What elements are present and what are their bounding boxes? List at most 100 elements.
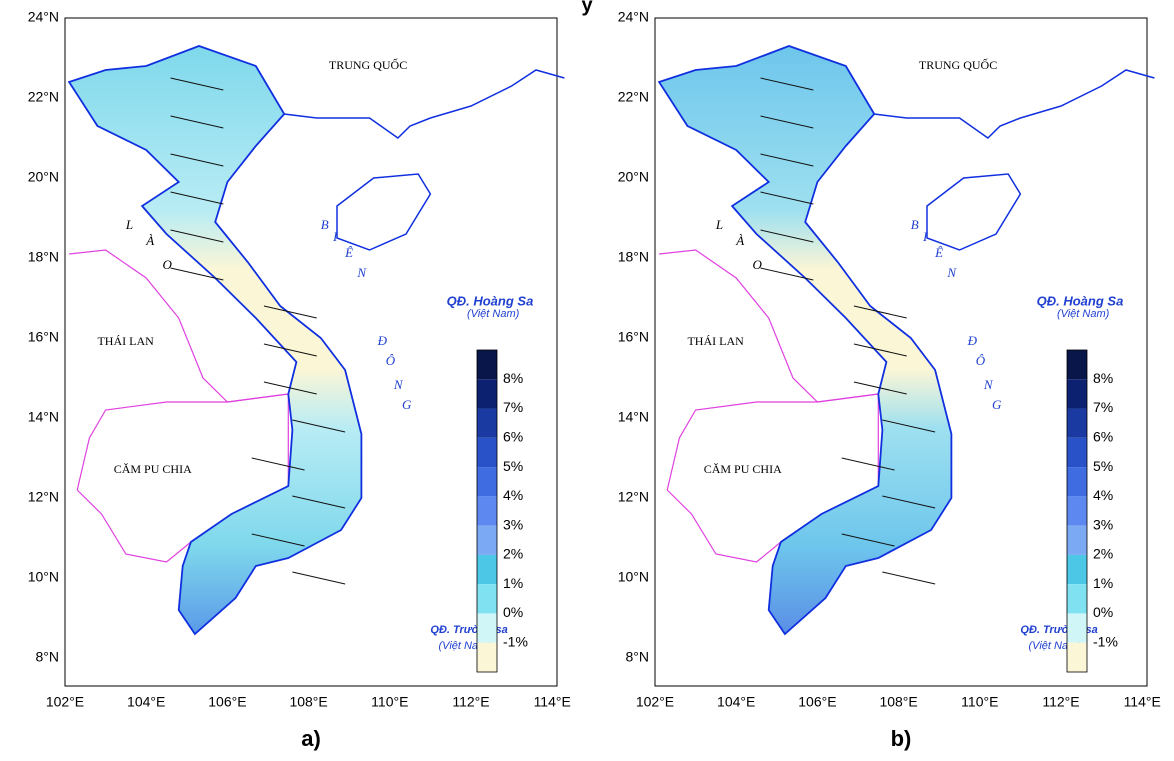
colorbar-cell [1067,584,1087,614]
y-tick-label: 16°N [28,329,59,345]
province-line [251,457,305,471]
place-label: L [715,217,723,232]
y-tick-label: 14°N [28,409,59,425]
colorbar-cell [1067,496,1087,526]
y-tick-label: 16°N [618,329,649,345]
colorbar-label: 0% [1093,604,1113,620]
panel-label: b) [891,726,912,751]
colorbar-label: 2% [503,546,523,562]
colorbar-cell [1067,408,1087,438]
colorbar-cell [477,613,497,643]
colorbar-cell [477,467,497,497]
map-panel: 24°N 22°N 20°N 18°N 16°N 14°N 12°N 10°N 8°N 102°E… [28,9,571,751]
province-line [263,343,317,357]
place-label: Ô [976,353,986,368]
place-label: CĂM PU CHIA [114,462,192,476]
map-panel: 24°N 22°N 20°N 18°N 16°N 14°N 12°N 10°N 8°N 102°E… [618,9,1161,751]
place-label: TRUNG QUỐC [919,57,997,72]
colorbar-cell [1067,642,1087,672]
fragment: y [581,0,593,16]
province-line [882,571,936,585]
province-line [251,533,305,547]
province-line [760,267,814,281]
x-tick-label: 114°E [534,694,571,710]
x-tick-label: 112°E [452,694,489,710]
x-tick-label: 108°E [879,694,917,710]
colorbar-cell [477,525,497,555]
colorbar-label: 8% [1093,370,1113,386]
place-label: CĂM PU CHIA [704,462,782,476]
place-label: B [321,217,329,232]
x-tick-label: 108°E [289,694,327,710]
province-line [841,533,895,547]
province-line [853,343,907,357]
place-label: THÁI LAN [687,334,744,348]
place-label: O [162,257,172,272]
province-line [263,305,317,319]
colorbar-label: 8% [503,370,523,386]
province-line [760,191,814,205]
colorbar-label: 5% [503,458,523,474]
x-tick-label: 102°E [636,694,674,710]
y-tick-label: 10°N [618,569,649,585]
colorbar-label: 4% [1093,487,1113,503]
province-line [170,115,224,129]
x-tick-label: 104°E [717,694,755,710]
place-label: Ê [934,245,943,260]
colorbar-cell [477,584,497,614]
place-label: À [145,233,154,248]
y-tick-label: 22°N [618,89,649,105]
place-label: G [992,397,1002,412]
colorbar-label: 2% [1093,546,1113,562]
place-label: (Việt Nam) [1057,308,1110,320]
colorbar-label: 0% [503,604,523,620]
colorbar-cell [477,350,497,380]
province-line [760,229,814,243]
place-label: À [735,233,744,248]
province-line [170,153,224,167]
y-tick-label: 12°N [618,489,649,505]
place-label: N [356,265,367,280]
country [67,45,363,636]
province-line [853,305,907,319]
colorbar-cell [477,496,497,526]
y-tick-label: 10°N [28,569,59,585]
place-label: TRUNG QUỐC [329,57,407,72]
province-line [170,229,224,243]
colorbar-label: 7% [503,399,523,415]
place-label: QĐ. Hoàng Sa [1037,293,1124,308]
x-tick-label: 110°E [961,694,998,710]
colorbar-label: 5% [1093,458,1113,474]
province-line [853,381,907,395]
place-label: O [752,257,762,272]
province-line [841,457,895,471]
place-label: N [983,377,994,392]
place-label: I [332,229,338,244]
place-label: QĐ. Hoàng Sa [447,293,534,308]
x-tick-label: 104°E [127,694,165,710]
province-line [263,381,317,395]
colorbar-cell [1067,350,1087,380]
colorbar-cell [1067,613,1087,643]
colorbar-label: 4% [503,487,523,503]
coast [845,65,1155,139]
y-tick-label: 22°N [28,89,59,105]
y-tick-label: 20°N [618,169,649,185]
province-line [760,77,814,91]
island [926,173,1022,251]
colorbar-cell [477,554,497,585]
colorbar-cell [477,437,497,468]
province-line [760,115,814,129]
colorbar-label: 7% [1093,399,1113,415]
place-label: G [402,397,412,412]
colorbar-label: -1% [503,633,528,649]
place-label: N [946,265,957,280]
colorbar-cell [1067,525,1087,555]
x-tick-label: 106°E [798,694,836,710]
colorbar-label: -1% [1093,633,1118,649]
province-line [170,267,224,281]
y-tick-label: 14°N [618,409,649,425]
coast [255,65,565,139]
colorbar-label: 3% [1093,516,1113,532]
